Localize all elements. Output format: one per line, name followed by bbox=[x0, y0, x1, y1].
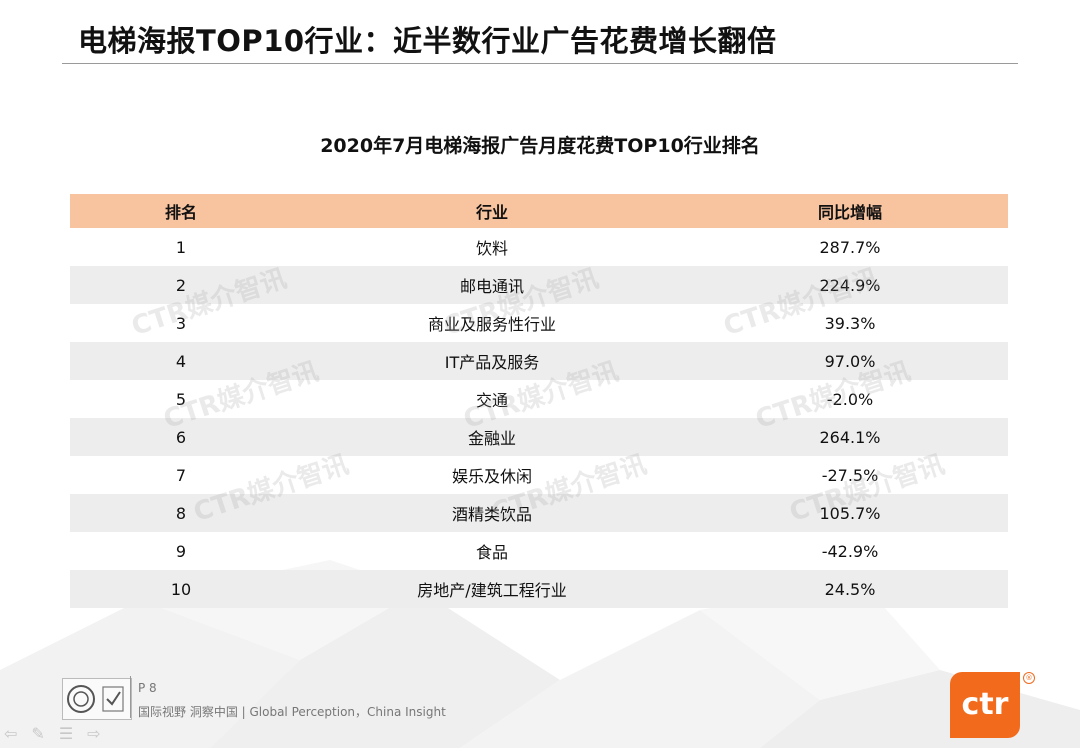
table-row: 2 邮电通讯 224.9% bbox=[70, 266, 1008, 304]
cell-yoy: 264.1% bbox=[692, 418, 1008, 456]
cell-industry: 房地产/建筑工程行业 bbox=[292, 570, 692, 608]
table-row: 3 商业及服务性行业 39.3% bbox=[70, 304, 1008, 342]
certification-logo bbox=[62, 678, 132, 720]
cell-yoy: 105.7% bbox=[692, 494, 1008, 532]
table-row: 6 金融业 264.1% bbox=[70, 418, 1008, 456]
table-title: 2020年7月电梯海报广告月度花费TOP10行业排名 bbox=[320, 135, 760, 157]
cell-industry: 邮电通讯 bbox=[292, 266, 692, 304]
ctr-logo: ctr bbox=[950, 672, 1020, 738]
cell-yoy: 287.7% bbox=[819, 237, 881, 257]
title-divider bbox=[62, 63, 1018, 64]
table-row: 9 食品 -42.9% bbox=[70, 532, 1008, 570]
table-row: 5 交通 -2.0% bbox=[70, 380, 1008, 418]
cell-industry: 食品 bbox=[475, 543, 508, 562]
cell-rank: 8 bbox=[70, 494, 292, 532]
registered-mark-icon: ® bbox=[1023, 672, 1035, 684]
cell-rank: 10 bbox=[70, 570, 292, 608]
cell-industry: 金融业 bbox=[292, 418, 692, 456]
cell-industry: 娱乐及休闲 bbox=[451, 467, 532, 486]
footer-tagline: 国际视野 洞察中国 | Global Perception，China Insi… bbox=[138, 705, 446, 719]
slide-title: 电梯海报TOP10行业：近半数行业广告花费增长翻倍 bbox=[78, 24, 777, 58]
cell-industry: IT产品及服务 bbox=[292, 342, 692, 380]
table-row: 4 IT产品及服务 97.0% bbox=[70, 342, 1008, 380]
cell-yoy: -42.9% bbox=[821, 541, 879, 561]
cell-yoy: 224.9% bbox=[692, 266, 1008, 304]
cell-yoy: 39.3% bbox=[824, 313, 876, 333]
cell-rank: 4 bbox=[70, 342, 292, 380]
cell-industry: 饮料 bbox=[475, 239, 508, 258]
prev-arrow-icon[interactable]: ⇦ bbox=[4, 724, 32, 743]
cell-yoy: 24.5% bbox=[692, 570, 1008, 608]
cell-rank: 9 bbox=[175, 541, 187, 561]
slide-nav-controls[interactable]: ⇦✎☰⇨ bbox=[4, 724, 115, 743]
table-header-row: 排名 行业 同比增幅 bbox=[70, 194, 1008, 228]
cell-rank: 6 bbox=[70, 418, 292, 456]
cell-yoy: -2.0% bbox=[826, 389, 874, 409]
header-rank: 排名 bbox=[70, 194, 292, 228]
cell-rank: 5 bbox=[175, 389, 187, 409]
cell-rank: 1 bbox=[175, 237, 187, 257]
cell-yoy: -27.5% bbox=[821, 465, 879, 485]
ranking-table: 排名 行业 同比增幅 1 饮料 287.7% 2 邮电通讯 224.9% 3 商… bbox=[70, 194, 1008, 608]
header-yoy-growth: 同比增幅 bbox=[692, 194, 1008, 228]
cell-industry: 交通 bbox=[475, 391, 508, 410]
cell-yoy: 97.0% bbox=[692, 342, 1008, 380]
table-row: 10 房地产/建筑工程行业 24.5% bbox=[70, 570, 1008, 608]
table-row: 7 娱乐及休闲 -27.5% bbox=[70, 456, 1008, 494]
cell-rank: 7 bbox=[175, 465, 187, 485]
cell-rank: 2 bbox=[70, 266, 292, 304]
table-row: 1 饮料 287.7% bbox=[70, 228, 1008, 266]
table-row: 8 酒精类饮品 105.7% bbox=[70, 494, 1008, 532]
footer-divider bbox=[130, 676, 131, 718]
next-arrow-icon[interactable]: ⇨ bbox=[87, 724, 115, 743]
page-number: P 8 bbox=[138, 681, 157, 695]
header-industry: 行业 bbox=[292, 194, 692, 228]
menu-icon[interactable]: ☰ bbox=[58, 724, 88, 743]
cell-industry: 商业及服务性行业 bbox=[427, 315, 556, 334]
cell-industry: 酒精类饮品 bbox=[292, 494, 692, 532]
pen-icon[interactable]: ✎ bbox=[31, 724, 59, 743]
cell-rank: 3 bbox=[175, 313, 187, 333]
